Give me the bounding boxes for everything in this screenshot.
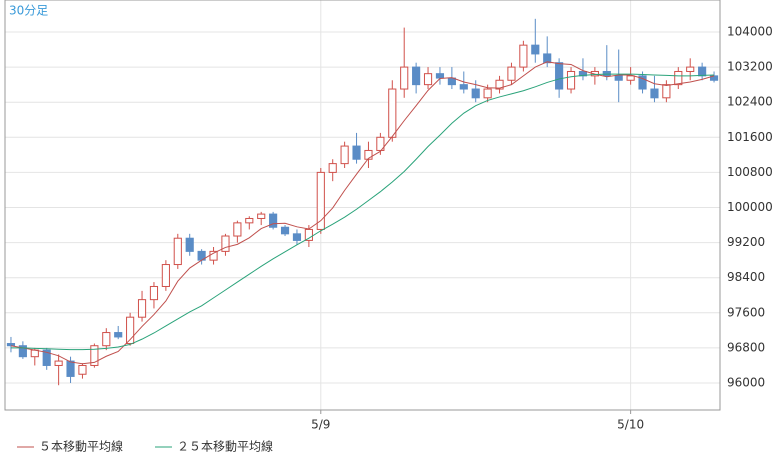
candle-body <box>126 316 135 345</box>
candle-body <box>531 44 540 55</box>
candle-body <box>364 149 373 160</box>
candle-body <box>698 66 707 77</box>
candle-body <box>90 345 99 366</box>
candle-body <box>102 332 111 347</box>
x-tick-label: 5/10 <box>617 418 644 432</box>
candle-body <box>257 213 266 219</box>
y-tick-label: 97600 <box>727 305 765 319</box>
legend-label: ５本移動平均線 <box>39 439 123 454</box>
candle-body <box>400 66 409 90</box>
candle-body <box>233 222 242 237</box>
candle-body <box>638 75 647 90</box>
candle-body <box>614 75 623 81</box>
candle-body <box>352 145 361 160</box>
candle-body <box>316 171 325 230</box>
candle-body <box>674 70 683 86</box>
candle-body <box>495 79 504 90</box>
candle-body <box>42 349 51 366</box>
candle-body <box>435 73 445 79</box>
candle-body <box>626 75 635 81</box>
candle-body <box>471 88 480 99</box>
candle-body <box>662 84 671 99</box>
candle-body <box>269 213 278 228</box>
y-tick-label: 96800 <box>727 340 765 354</box>
candle-body <box>137 299 147 318</box>
candle-body <box>566 70 576 90</box>
candle-body <box>66 360 75 377</box>
y-tick-label: 96000 <box>727 376 765 390</box>
candle-body <box>30 349 39 358</box>
y-tick-label: 102400 <box>727 95 773 109</box>
candle-body <box>519 44 528 68</box>
candle-body <box>18 345 27 358</box>
candle-body <box>650 88 659 99</box>
y-tick-label: 100000 <box>727 200 773 214</box>
candle-body <box>6 343 16 347</box>
candle-body <box>686 66 695 72</box>
candle-body <box>245 217 254 224</box>
chart-label: 30分足 <box>9 4 48 18</box>
plot-area <box>4 0 721 411</box>
ma-line <box>10 61 715 365</box>
candle-body <box>185 237 194 252</box>
candle-body <box>412 66 421 86</box>
legend-label: ２５本移動平均線 <box>177 439 273 454</box>
candle-body <box>149 285 159 301</box>
candle-body <box>78 364 87 375</box>
candle-body <box>54 360 63 366</box>
candle-body <box>173 237 182 266</box>
candle-body <box>340 145 349 165</box>
candle-body <box>483 88 492 99</box>
candle-body <box>507 66 516 81</box>
candle-body <box>423 73 433 86</box>
y-tick-label: 101600 <box>727 130 773 144</box>
y-tick-label: 104000 <box>727 24 773 38</box>
y-tick-label: 100800 <box>727 165 773 179</box>
candle-body <box>376 136 385 151</box>
candle-body <box>543 53 552 64</box>
candle-body <box>328 163 337 173</box>
candle-body <box>555 62 564 90</box>
candle-body <box>161 264 170 287</box>
candle-body <box>292 233 302 241</box>
candle-body <box>221 235 230 252</box>
candle-body <box>114 332 123 338</box>
candle-body <box>459 84 468 90</box>
candle-body <box>388 88 397 138</box>
x-tick-label: 5/9 <box>311 418 330 432</box>
y-tick-label: 98400 <box>727 270 765 284</box>
y-tick-label: 99200 <box>727 235 765 249</box>
y-tick-label: 103200 <box>727 60 773 74</box>
ma-line <box>10 73 715 351</box>
candle-body <box>280 226 290 235</box>
